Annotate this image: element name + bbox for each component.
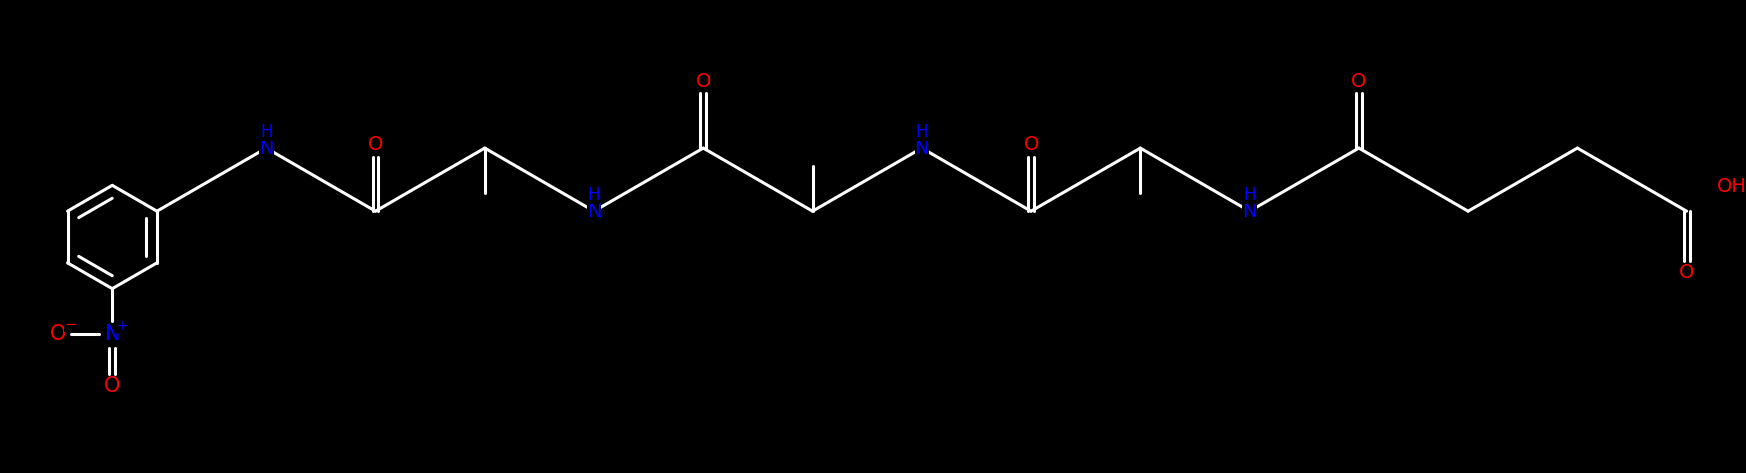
Text: O: O: [1680, 263, 1694, 282]
Text: O: O: [695, 72, 711, 91]
Text: H: H: [260, 123, 272, 141]
Text: O: O: [1023, 135, 1039, 154]
Text: O: O: [105, 376, 120, 396]
Text: H: H: [1243, 186, 1255, 204]
Text: N: N: [1243, 201, 1257, 221]
Text: +: +: [117, 319, 127, 333]
Text: O: O: [1351, 72, 1367, 91]
Text: H: H: [915, 123, 929, 141]
Text: H: H: [588, 186, 601, 204]
Text: N: N: [915, 139, 929, 158]
Text: N: N: [587, 201, 601, 221]
Text: −: −: [65, 317, 77, 332]
Text: O: O: [49, 324, 66, 344]
Text: OH: OH: [1716, 177, 1746, 196]
Text: N: N: [258, 139, 274, 158]
Text: N: N: [105, 324, 120, 344]
Text: O: O: [368, 135, 382, 154]
